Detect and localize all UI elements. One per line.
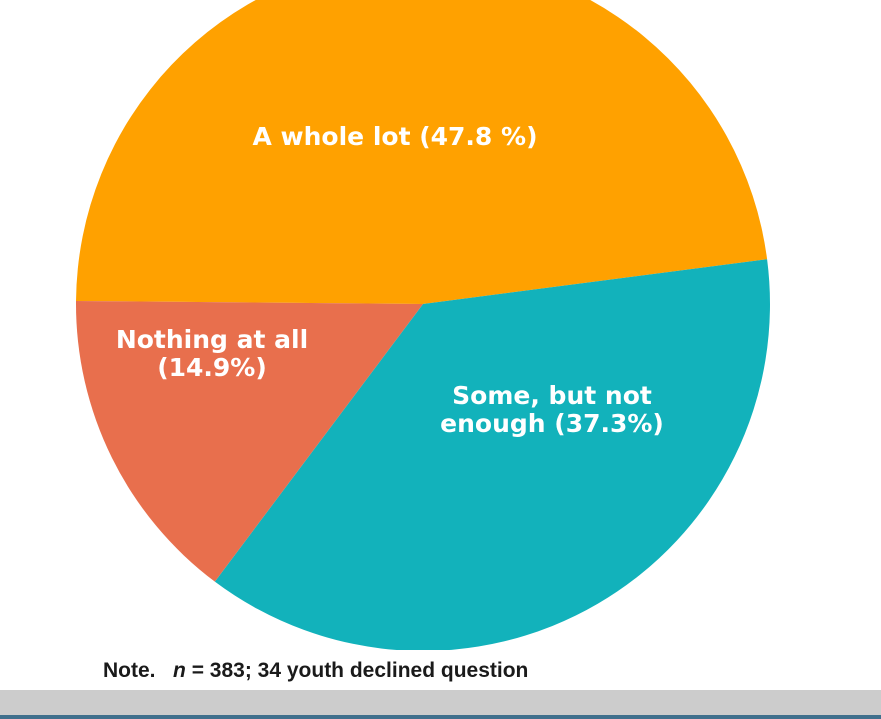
pie-chart: A whole lot (47.8 %) Some, but not enough …	[75, 0, 770, 650]
slice-label: Some, but not enough (37.3%)	[440, 381, 664, 438]
note-prefix: Note.	[103, 659, 156, 682]
slice-label-line: A whole lot (47.8 %)	[252, 122, 537, 151]
pie-slice	[75, 300, 423, 582]
slice-label-line: (14.9%)	[157, 353, 267, 382]
footer-bar	[0, 690, 881, 715]
footer-line	[0, 715, 881, 719]
pie-slice	[76, 0, 768, 304]
slice-label-line: Some, but not	[452, 381, 652, 410]
slice-label-line: enough (37.3%)	[440, 409, 664, 438]
slice-label: A whole lot (47.8 %)	[252, 122, 537, 151]
slice-label-line: Nothing at all	[116, 325, 308, 354]
note-n-label: n	[173, 659, 186, 682]
pie-slice	[214, 259, 770, 650]
slice-label: Nothing at all (14.9%)	[116, 325, 308, 382]
chart-note: Note. n = 383; 34 youth declined questio…	[103, 659, 528, 683]
note-text: = 383; 34 youth declined question	[191, 659, 529, 682]
